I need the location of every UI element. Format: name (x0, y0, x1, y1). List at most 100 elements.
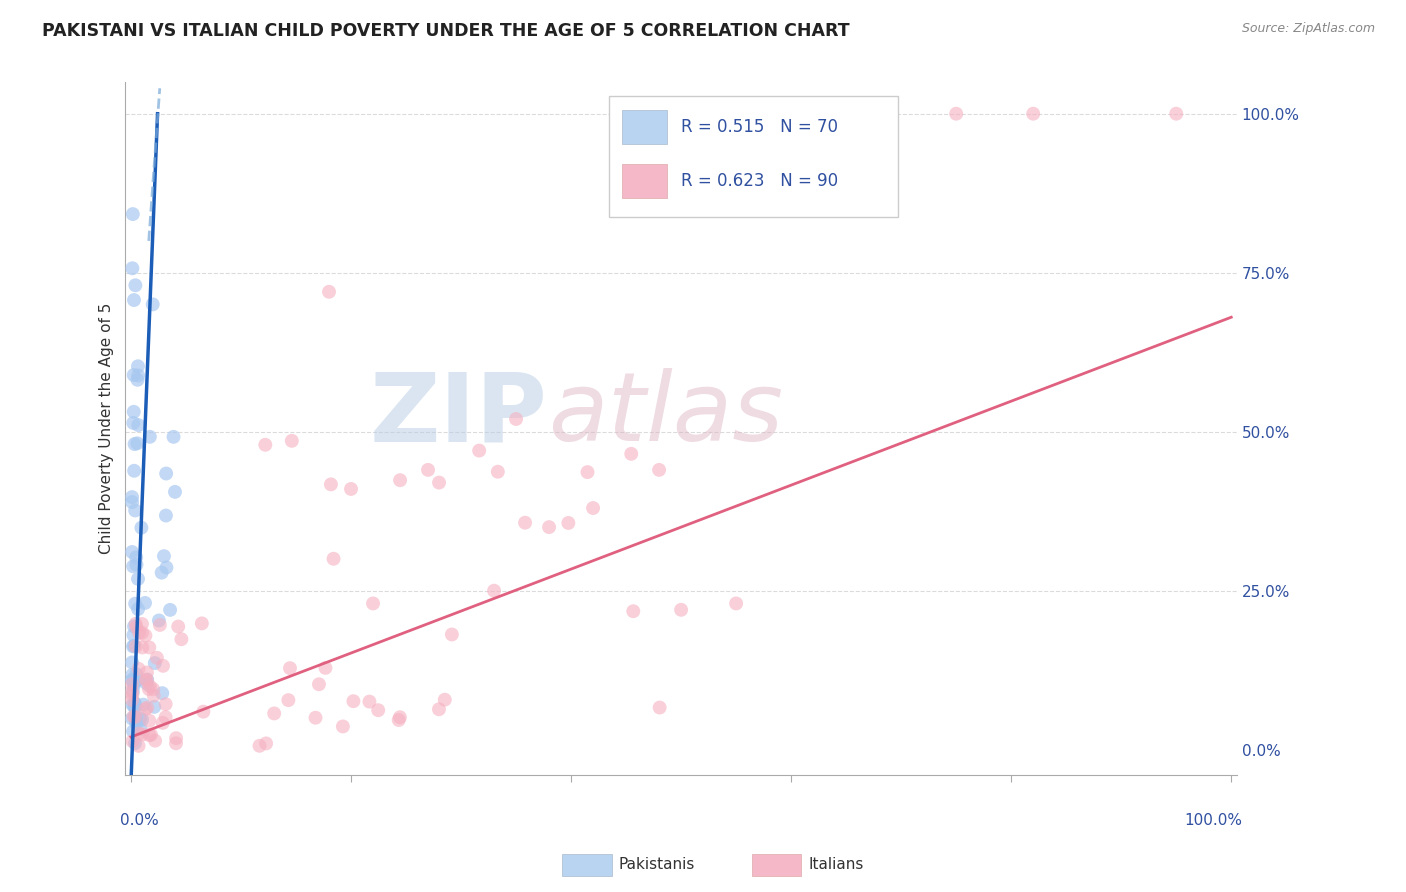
Point (125, 673, 148, 688)
Point (122, 293, 145, 307)
Point (281, 434, 304, 448)
Point (121, 677, 143, 691)
Point (131, 727, 153, 741)
Point (314, 661, 336, 675)
Point (122, 676, 145, 690)
Point (128, 662, 150, 676)
Point (125, 715, 148, 730)
Point (124, 697, 146, 711)
Text: Pakistanis: Pakistanis (619, 857, 695, 871)
Point (621, 604, 644, 618)
Text: atlas: atlas (548, 368, 783, 461)
Point (159, 603, 181, 617)
Point (193, 705, 215, 719)
Point (620, 447, 643, 461)
Point (332, 719, 354, 733)
Point (127, 418, 149, 433)
Text: ZIP: ZIP (370, 368, 548, 461)
Text: R = 0.515   N = 70: R = 0.515 N = 70 (681, 118, 838, 136)
Point (468, 443, 491, 458)
Point (122, 673, 145, 688)
Point (129, 722, 152, 736)
Point (124, 709, 146, 723)
Point (124, 710, 146, 724)
Point (139, 680, 162, 694)
Point (152, 658, 174, 673)
Point (582, 501, 605, 516)
Point (139, 728, 162, 742)
Point (122, 405, 145, 419)
Point (433, 692, 456, 706)
Point (125, 550, 148, 565)
Point (121, 734, 143, 748)
Point (143, 699, 166, 714)
Point (263, 706, 285, 721)
Point (138, 728, 160, 742)
Point (142, 682, 165, 697)
Point (127, 602, 149, 616)
Point (124, 437, 146, 451)
Point (125, 558, 148, 572)
Point (122, 464, 145, 478)
Point (165, 736, 187, 750)
Point (945, 106, 967, 120)
Point (340, 482, 363, 496)
Point (135, 673, 157, 688)
Point (254, 736, 277, 750)
Point (128, 739, 150, 753)
Text: R = 0.623   N = 90: R = 0.623 N = 90 (681, 172, 838, 190)
Point (136, 700, 159, 714)
Point (134, 596, 156, 610)
Point (122, 724, 145, 739)
Point (125, 640, 148, 654)
Point (142, 297, 165, 311)
Point (124, 597, 146, 611)
Point (125, 667, 148, 681)
Point (308, 677, 330, 691)
Point (135, 665, 157, 680)
Point (254, 438, 277, 452)
Point (138, 714, 160, 728)
Point (367, 703, 389, 717)
Point (155, 710, 177, 724)
Point (152, 715, 174, 730)
Point (122, 640, 145, 654)
Point (648, 700, 671, 714)
Point (191, 616, 214, 631)
Point (440, 627, 463, 641)
Point (124, 736, 146, 750)
Point (162, 430, 184, 444)
Point (121, 545, 143, 559)
Point (131, 625, 153, 640)
Point (132, 698, 155, 712)
Point (121, 207, 143, 221)
Point (121, 667, 143, 681)
Point (163, 484, 186, 499)
Point (1022, 106, 1045, 120)
Point (155, 467, 177, 481)
Point (669, 603, 692, 617)
Point (122, 699, 145, 714)
Point (128, 625, 150, 640)
Point (359, 695, 381, 709)
Point (122, 416, 145, 430)
Point (131, 640, 153, 655)
Point (416, 463, 439, 477)
Point (149, 618, 172, 632)
Y-axis label: Child Poverty Under the Age of 5: Child Poverty Under the Age of 5 (100, 303, 114, 554)
Point (150, 566, 173, 580)
Point (127, 373, 149, 387)
Point (131, 521, 153, 535)
Point (122, 619, 145, 633)
Point (388, 713, 411, 727)
FancyBboxPatch shape (623, 110, 666, 145)
Point (388, 710, 411, 724)
Point (125, 714, 148, 729)
Point (505, 412, 527, 426)
Point (322, 551, 344, 566)
Text: PAKISTANI VS ITALIAN CHILD POVERTY UNDER THE AGE OF 5 CORRELATION CHART: PAKISTANI VS ITALIAN CHILD POVERTY UNDER… (42, 22, 849, 40)
Point (122, 685, 145, 699)
Point (318, 285, 340, 299)
Point (165, 731, 187, 746)
Point (124, 503, 146, 517)
